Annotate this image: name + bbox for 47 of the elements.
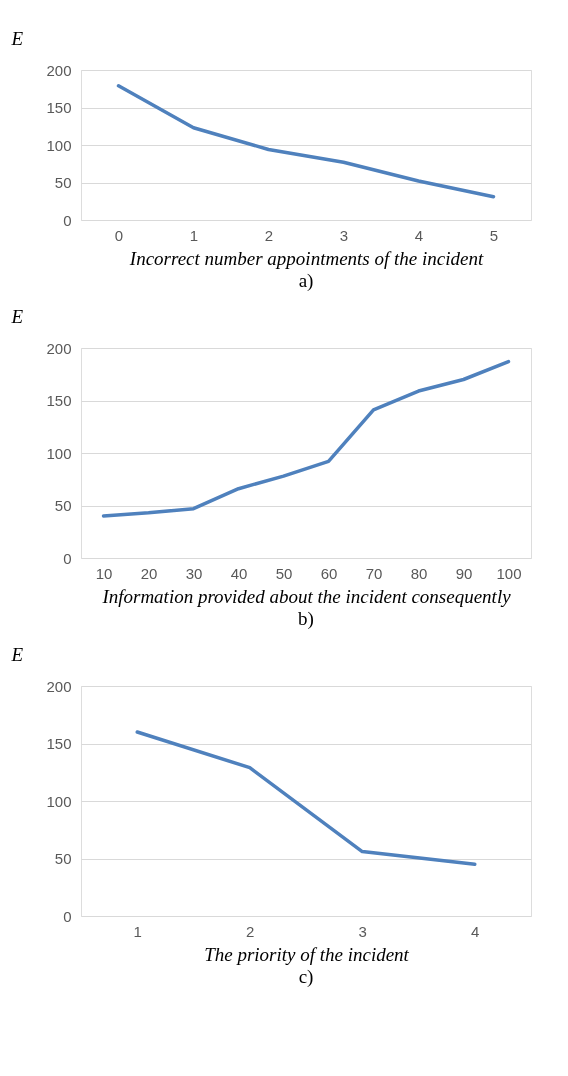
x-tick-label: 4 <box>414 226 424 244</box>
x-tick-label: 2 <box>264 226 274 244</box>
x-axis-title: The priority of the incident <box>204 943 410 965</box>
y-tick-label: 100 <box>46 792 72 810</box>
y-tick-label: 50 <box>54 497 72 514</box>
x-tick-label: 10 <box>95 564 113 582</box>
y-axis-title: E <box>10 27 24 49</box>
x-tick-label: 20 <box>140 564 158 582</box>
y-tick-label: 200 <box>46 677 72 695</box>
line-series <box>101 359 511 518</box>
x-tick-label: 30 <box>185 564 203 582</box>
x-tick-label: 50 <box>275 564 293 582</box>
x-axis-title: Information provided about the incident consequently <box>101 585 512 607</box>
x-tick-label: 40 <box>230 564 248 582</box>
x-axis-title: Incorrect number appointments of the incident <box>128 247 484 269</box>
x-tick-label: 4 <box>471 922 480 940</box>
y-tick-label: 50 <box>54 850 72 867</box>
y-tick-label: 50 <box>54 174 72 191</box>
y-axis-title: E <box>10 305 24 327</box>
line-series <box>135 730 477 866</box>
y-tick-label: 200 <box>46 339 72 357</box>
x-tick-label: 100 <box>496 564 522 582</box>
y-axis-title: E <box>10 643 24 665</box>
x-tick-label: 5 <box>489 226 499 244</box>
text: b) <box>298 608 314 630</box>
x-tick-label: 3 <box>358 922 367 940</box>
x-tick-label: 1 <box>189 226 199 244</box>
y-tick-label: 100 <box>46 444 72 462</box>
y-tick-label: 200 <box>46 61 72 79</box>
x-tick-label: 2 <box>246 922 255 940</box>
text: a) <box>298 270 314 292</box>
y-tick-label: 0 <box>63 211 72 229</box>
x-tick-label: 90 <box>455 564 473 582</box>
y-tick-label: 150 <box>46 99 72 116</box>
x-tick-label: 80 <box>410 564 428 582</box>
y-tick-label: 0 <box>63 549 72 567</box>
y-tick-label: 100 <box>46 136 72 154</box>
line-series <box>116 84 496 199</box>
x-tick-label: 60 <box>320 564 338 582</box>
x-tick-label: 0 <box>114 226 124 244</box>
text: c) <box>298 966 314 988</box>
x-tick-label: 3 <box>339 226 349 244</box>
x-tick-label: 1 <box>133 922 142 940</box>
y-tick-label: 150 <box>46 735 72 752</box>
x-tick-label: 70 <box>365 564 383 582</box>
y-tick-label: 150 <box>46 392 72 409</box>
y-tick-label: 0 <box>63 907 72 925</box>
